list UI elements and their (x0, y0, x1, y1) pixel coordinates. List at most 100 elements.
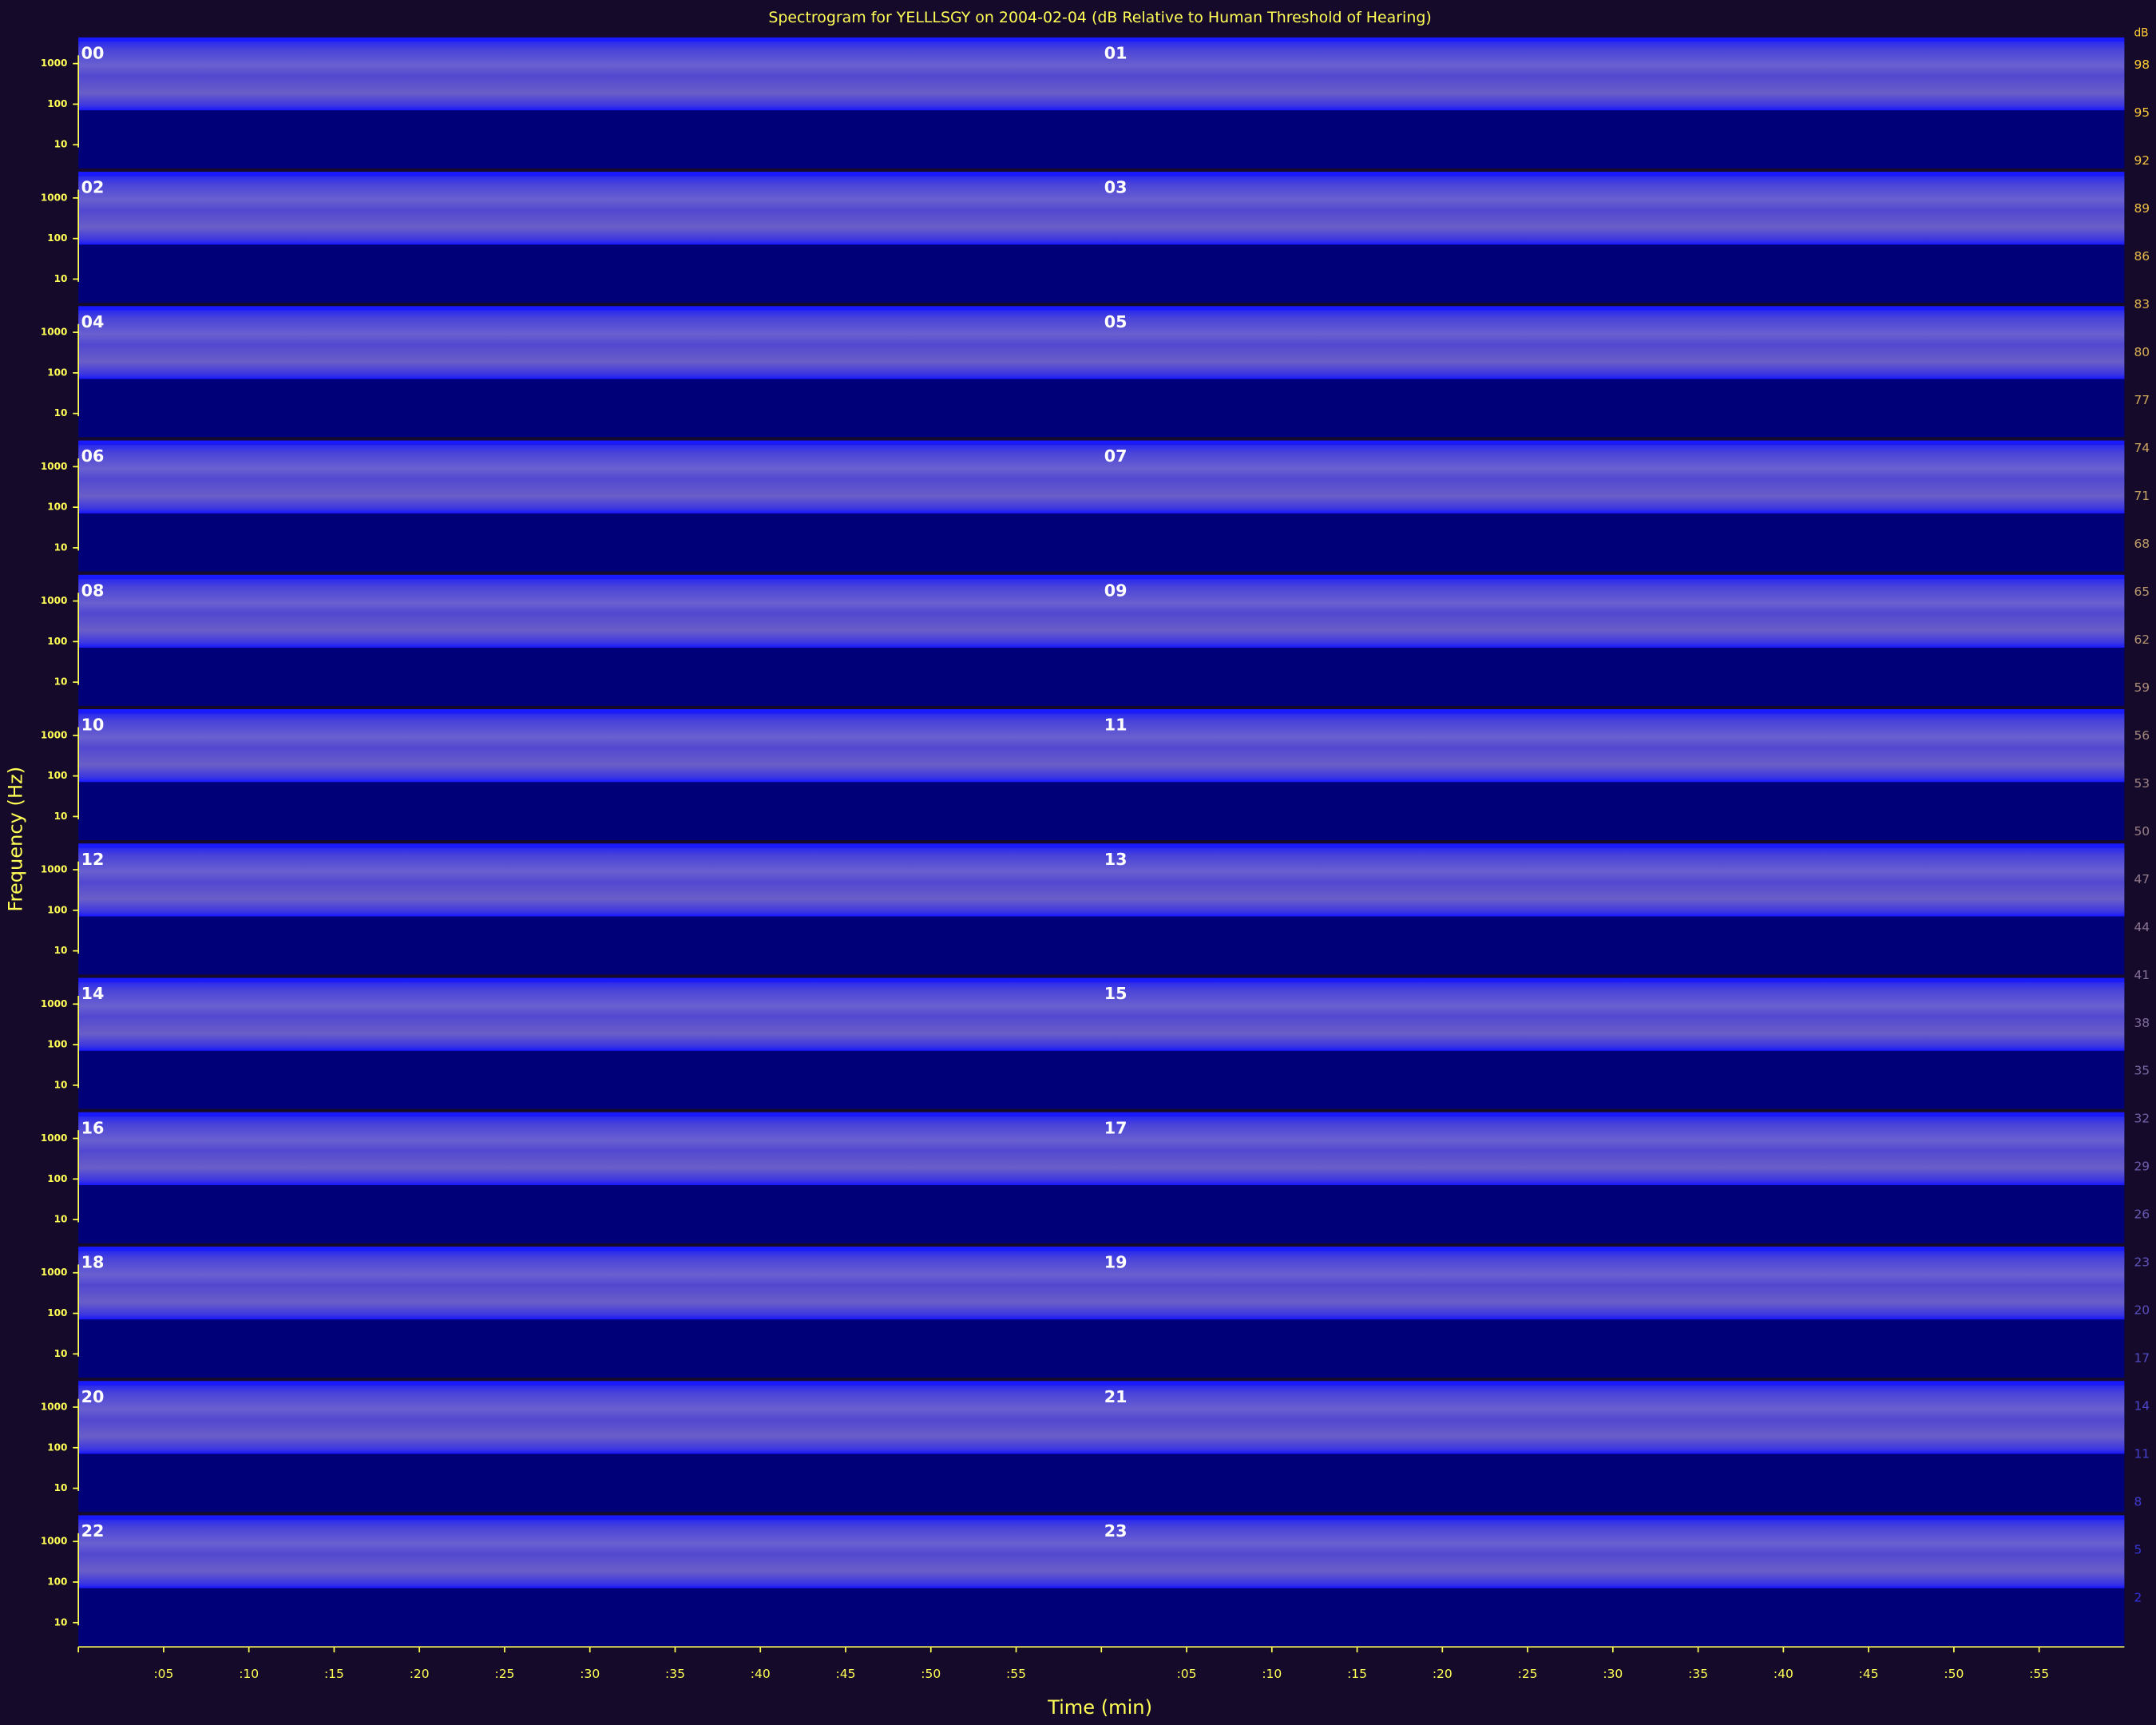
x-tick-label: :15 (1347, 1667, 1367, 1681)
x-tick-label: :30 (1603, 1667, 1623, 1681)
colorbar-tick-label: 65 (2134, 585, 2150, 599)
spectrogram-band (78, 1251, 2125, 1320)
colorbar-tick-label: 56 (2134, 728, 2150, 743)
colorbar-tick-label: 35 (2134, 1064, 2150, 1078)
spectrogram-edge (78, 172, 2125, 176)
panel-label: 00 (81, 43, 105, 62)
colorbar-tick-label: 62 (2134, 632, 2150, 647)
panel-label: 21 (1104, 1387, 1128, 1406)
colorbar-tick-label: 50 (2134, 824, 2150, 839)
y-tick-label: 10 (54, 1348, 68, 1359)
y-tick-label: 1000 (41, 327, 68, 338)
spectrogram-edge (78, 1112, 2125, 1116)
spectrogram-edge (78, 1381, 2125, 1386)
colorbar-label: dB (2134, 27, 2148, 40)
spectrogram-edge (78, 574, 2125, 579)
spectrogram-edge (78, 709, 2125, 714)
y-tick-label: 1000 (41, 1132, 68, 1144)
y-tick-label: 100 (47, 770, 67, 781)
x-tick-label: :20 (410, 1667, 430, 1681)
panel-label: 04 (81, 312, 105, 331)
spectrogram-band (78, 847, 2125, 917)
x-tick-label: :05 (1177, 1667, 1197, 1681)
panel-label: 07 (1104, 446, 1128, 466)
y-tick-label: 10 (54, 1214, 68, 1225)
colorbar-tick-label: 8 (2134, 1495, 2142, 1509)
colorbar-tick-label: 2 (2134, 1591, 2142, 1605)
y-tick-label: 100 (47, 1173, 67, 1184)
y-tick-label: 100 (47, 98, 67, 109)
colorbar-tick-label: 59 (2134, 680, 2150, 695)
colorbar-tick-label: 83 (2134, 297, 2150, 311)
colorbar-tick-label: 20 (2134, 1303, 2150, 1318)
panel-label: 14 (81, 984, 105, 1003)
x-tick-label: :35 (665, 1667, 685, 1681)
x-tick-label: :25 (1518, 1667, 1538, 1681)
spectrogram-edge (78, 306, 2125, 311)
y-axis-label: Frequency (Hz) (5, 767, 27, 912)
y-tick-label: 10 (54, 1482, 68, 1493)
spectrogram-band (78, 1385, 2125, 1454)
y-tick-label: 100 (47, 1441, 67, 1453)
colorbar-tick-label: 11 (2134, 1447, 2150, 1461)
colorbar-tick-label: 14 (2134, 1399, 2150, 1414)
spectrogram-edge (78, 1246, 2125, 1251)
panel-label: 03 (1104, 178, 1128, 197)
panel-label: 11 (1104, 716, 1128, 735)
y-tick-label: 1000 (41, 864, 68, 875)
panel-label: 08 (81, 581, 105, 600)
x-tick-label: :45 (1859, 1667, 1879, 1681)
y-tick-label: 100 (47, 1576, 67, 1588)
spectrogram-band (78, 42, 2125, 111)
colorbar-tick-label: 32 (2134, 1112, 2150, 1126)
x-tick-label: :30 (580, 1667, 600, 1681)
spectrogram-band (78, 1519, 2125, 1588)
panel-label: 10 (81, 716, 105, 735)
panel-label: 12 (81, 850, 105, 869)
x-tick-label: :05 (153, 1667, 173, 1681)
panel-label: 15 (1104, 984, 1128, 1003)
spectrogram-edge (78, 440, 2125, 445)
y-tick-label: 1000 (41, 595, 68, 606)
y-tick-label: 10 (54, 1616, 68, 1628)
colorbar-tick-label: 80 (2134, 345, 2150, 359)
y-tick-label: 10 (54, 139, 68, 150)
y-tick-label: 1000 (41, 998, 68, 1009)
x-tick-label: :50 (921, 1667, 941, 1681)
x-tick-label: :25 (494, 1667, 514, 1681)
y-tick-label: 10 (54, 407, 68, 418)
x-tick-label: :55 (1006, 1667, 1026, 1681)
colorbar-tick-label: 38 (2134, 1016, 2150, 1030)
spectrogram-edge (78, 978, 2125, 982)
colorbar-tick-label: 74 (2134, 441, 2150, 455)
x-tick-label: :20 (1433, 1667, 1453, 1681)
y-tick-label: 10 (54, 1079, 68, 1090)
y-tick-label: 100 (47, 367, 67, 378)
colorbar-tick-label: 77 (2134, 393, 2150, 407)
spectrogram-band (78, 176, 2125, 245)
panel-label: 19 (1104, 1253, 1128, 1272)
y-tick-label: 100 (47, 1307, 67, 1319)
x-tick-label: :40 (1774, 1667, 1793, 1681)
colorbar-tick-label: 26 (2134, 1208, 2150, 1222)
colorbar-tick-label: 47 (2134, 872, 2150, 886)
x-tick-label: :55 (2029, 1667, 2049, 1681)
y-tick-label: 10 (54, 676, 68, 688)
colorbar-tick-label: 68 (2134, 537, 2150, 551)
panel-label: 02 (81, 178, 105, 197)
panel-label: 01 (1104, 43, 1128, 62)
colorbar-tick-label: 92 (2134, 153, 2150, 168)
x-tick-label: :10 (239, 1667, 259, 1681)
panel-label: 22 (81, 1521, 105, 1541)
panel-label: 23 (1104, 1521, 1128, 1541)
panel-label: 06 (81, 446, 105, 466)
panel-label: 18 (81, 1253, 105, 1272)
spectrogram-band (78, 310, 2125, 379)
y-tick-label: 100 (47, 904, 67, 915)
panel-label: 17 (1104, 1118, 1128, 1137)
colorbar-tick-label: 29 (2134, 1160, 2150, 1174)
panel-label: 16 (81, 1118, 105, 1137)
y-tick-label: 10 (54, 945, 68, 956)
panel-label: 20 (81, 1387, 105, 1406)
